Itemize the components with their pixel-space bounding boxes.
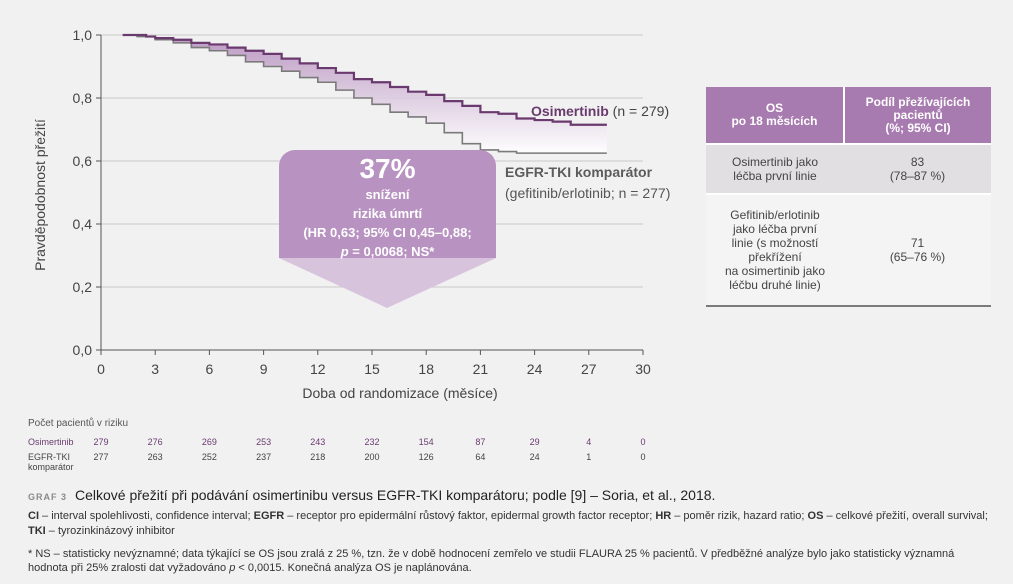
y-tick-label: 0,6: [73, 153, 93, 169]
risk-value: 252: [201, 452, 217, 462]
x-tick-label: 27: [581, 361, 597, 377]
risk-row-egfr-label: EGFR-TKI komparátor: [28, 452, 74, 472]
hr-callout: 37% snížení rizika úmrtí (HR 0,63; 95% C…: [279, 150, 496, 259]
callout-line1: snížení: [365, 187, 410, 202]
egfr-tki-survival-line: [122, 34, 607, 154]
x-axis-title: Doba od randomizace (měsíce): [302, 385, 498, 401]
risk-value: 0: [640, 452, 646, 462]
risk-value: 276: [147, 437, 163, 447]
egfr-series-label: EGFR-TKI komparátor (gefitinib/erlotinib;…: [505, 164, 671, 201]
osimertinib-survival-line: [122, 33, 607, 126]
y-tick-label: 0,2: [73, 279, 93, 295]
km-chart: 0,0 0,2 0,4 0,6 0,8 1,0 0 3 6 9 12 15 18 21 24 27 30: [73, 27, 651, 377]
os-table-header-share: Podíl přežívajících pacientů (%; 95% CI): [844, 87, 991, 144]
risk-value: 237: [256, 452, 272, 462]
risk-value: 154: [418, 437, 434, 447]
x-tick-label: 18: [418, 361, 434, 377]
risk-value: 0: [640, 437, 646, 447]
risk-value: 1: [586, 452, 592, 462]
x-tick-label: 21: [473, 361, 489, 377]
x-tick-label: 9: [260, 361, 268, 377]
os-table-cell-osimertinib-value: 83 (78–87 %): [844, 143, 991, 194]
callout-arrow: [279, 258, 496, 308]
callout-line2: rizika úmrtí: [352, 206, 423, 221]
os-table-header-os: OS po 18 měsících: [706, 87, 845, 144]
os-table: OS po 18 měsících Podíl přežívajících pa…: [706, 87, 991, 307]
abbreviations: CI – interval spolehlivosti, confidence …: [28, 510, 988, 537]
risk-value: 87: [475, 437, 486, 447]
risk-value: 64: [475, 452, 486, 462]
x-tick-label: 6: [206, 361, 214, 377]
risk-value: 4: [586, 437, 592, 447]
risk-value: 126: [418, 452, 434, 462]
osimertinib-series-label: Osimertinib (n = 279): [531, 103, 670, 119]
risk-value: 29: [529, 437, 540, 447]
os-table-cell-comparator: Gefitinib/erlotinib jako léčba první lin…: [706, 193, 844, 307]
y-tick-label: 0,0: [73, 342, 93, 358]
callout-line3: (HR 0,63; 95% CI 0,45–0,88;: [303, 225, 472, 240]
risk-value: 200: [364, 452, 380, 462]
risk-value: 263: [147, 452, 163, 462]
y-tick-label: 0,8: [73, 90, 93, 106]
risk-value: 218: [310, 452, 326, 462]
callout-line4: p = 0,0068; NS*: [340, 244, 435, 259]
footnote: * NS – statisticky nevýznamné; data týka…: [28, 548, 955, 574]
x-tick-label: 24: [527, 361, 543, 377]
risk-value: 277: [93, 452, 109, 462]
risk-value: 24: [529, 452, 540, 462]
callout-percentage: 37%: [359, 153, 416, 184]
survival-gap-area: [122, 35, 607, 154]
x-tick-label: 0: [97, 361, 105, 377]
risk-value: 253: [256, 437, 272, 447]
os-table-cell-comparator-value: 71 (65–76 %): [844, 193, 991, 307]
risk-table-title: Počet pacientů v riziku: [28, 418, 129, 429]
y-tick-label: 1,0: [73, 27, 93, 43]
x-tick-label: 3: [151, 361, 159, 377]
risk-value: 243: [310, 437, 326, 447]
risk-row-osimertinib-label: Osimertinib: [28, 437, 74, 447]
os-table-cell-osimertinib: Osimertinib jako léčba první linie: [706, 143, 844, 194]
risk-value: 279: [93, 437, 109, 447]
risk-value: 269: [201, 437, 217, 447]
risk-value: 232: [364, 437, 380, 447]
x-tick-label: 30: [635, 361, 651, 377]
figure-caption: GRAF 3 Celkové přežití při podávání osime…: [28, 487, 716, 503]
x-tick-label: 12: [310, 361, 326, 377]
x-tick-label: 15: [364, 361, 380, 377]
y-tick-label: 0,4: [73, 216, 93, 232]
